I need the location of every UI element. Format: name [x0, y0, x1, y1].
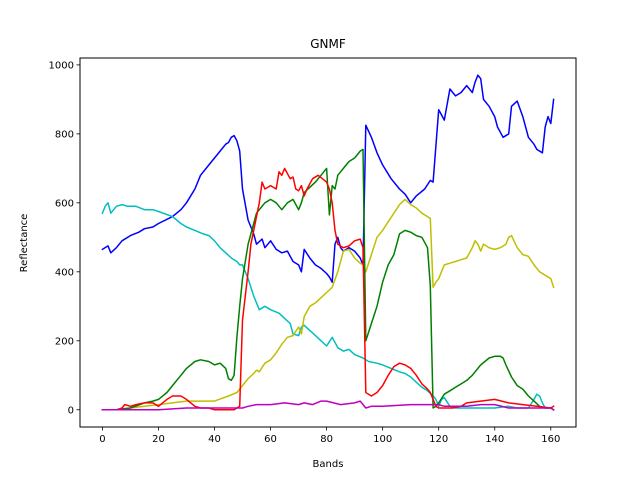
x-tick-label: 0 [99, 434, 105, 445]
series-line-5 [101, 167, 555, 411]
y-axis: 0 200 400 600 800 1000 [49, 60, 80, 416]
x-tick-label: 80 [320, 434, 333, 445]
y-tick-label: 600 [55, 198, 74, 209]
y-tick-label: 1000 [49, 60, 74, 71]
y-tick-label: 0 [68, 405, 74, 416]
x-tick-label: 100 [373, 434, 392, 445]
x-tick-label: 60 [264, 434, 277, 445]
series-line-3 [101, 198, 555, 411]
y-axis-label: Reflectance [19, 214, 30, 273]
plot-area [79, 57, 577, 428]
x-tick-label: 20 [152, 434, 165, 445]
series-group [101, 74, 555, 411]
series-line-4 [101, 148, 555, 411]
y-tick-label: 400 [55, 267, 74, 278]
x-axis: 0 20 40 60 80 100 120 140 160 [99, 427, 560, 445]
plot-frame [79, 57, 577, 428]
series-line-6 [101, 400, 555, 411]
x-tick-label: 120 [429, 434, 448, 445]
x-tick-label: 40 [208, 434, 221, 445]
chart-title: GNMF [310, 37, 346, 51]
x-axis-label: Bands [313, 459, 344, 470]
series-line-1 [101, 74, 555, 283]
series-line-2 [101, 202, 555, 411]
y-tick-label: 200 [55, 336, 74, 347]
x-tick-label: 140 [485, 434, 504, 445]
y-tick-label: 800 [55, 129, 74, 140]
x-tick-label: 160 [541, 434, 560, 445]
